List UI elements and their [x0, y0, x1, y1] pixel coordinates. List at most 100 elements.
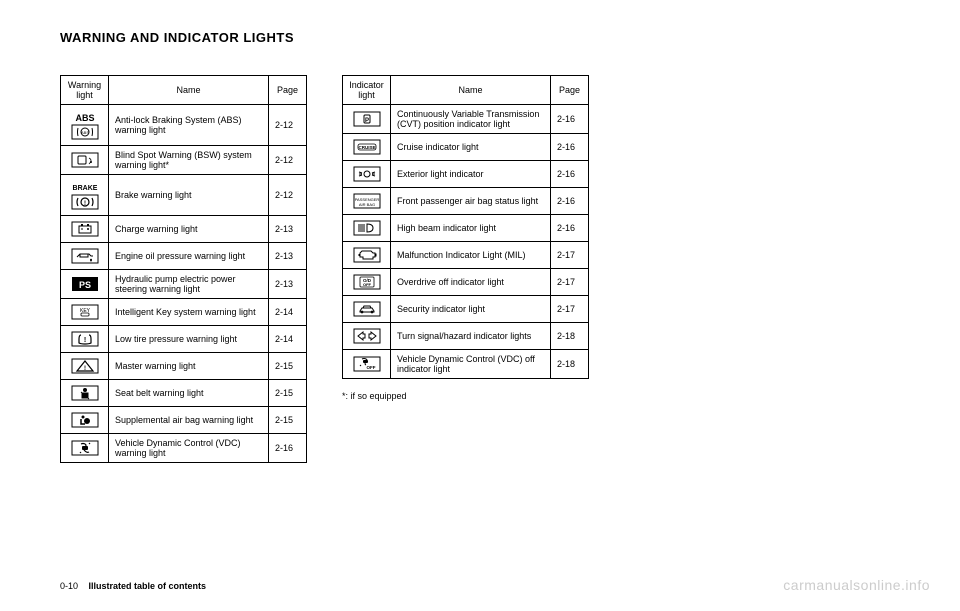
brake-icon: BRAKE !	[61, 175, 109, 216]
indicator-header-light: Indicator light	[343, 76, 391, 105]
light-name: Vehicle Dynamic Control (VDC) off indica…	[391, 350, 551, 379]
light-page: 2-17	[551, 242, 589, 269]
footnote: *: if so equipped	[342, 391, 589, 401]
svg-text:OFF: OFF	[366, 365, 375, 370]
light-name: Front passenger air bag status light	[391, 188, 551, 215]
table-row: Seat belt warning light2-15	[61, 380, 307, 407]
light-name: Seat belt warning light	[109, 380, 269, 407]
light-page: 2-15	[269, 407, 307, 434]
key-icon: KEY	[61, 299, 109, 326]
right-column: Indicator light Name Page P Continuously …	[342, 75, 589, 401]
light-page: 2-14	[269, 299, 307, 326]
table-row: BRAKE ! Brake warning light2-12	[61, 175, 307, 216]
light-page: 2-18	[551, 323, 589, 350]
light-page: 2-13	[269, 270, 307, 299]
table-row: CRUISE Cruise indicator light2-16	[343, 134, 589, 161]
light-name: Master warning light	[109, 353, 269, 380]
tire-icon: !	[61, 326, 109, 353]
light-page: 2-15	[269, 353, 307, 380]
light-page: 2-16	[551, 105, 589, 134]
table-row: PS Hydraulic pump electric power steering…	[61, 270, 307, 299]
turn-icon	[343, 323, 391, 350]
passenger-icon: PASSENGERAIR BAG	[343, 188, 391, 215]
svg-text:ABS: ABS	[75, 113, 94, 123]
light-name: Blind Spot Warning (BSW) system warning …	[109, 146, 269, 175]
light-page: 2-16	[551, 134, 589, 161]
battery-icon	[61, 216, 109, 243]
table-row: High beam indicator light2-16	[343, 215, 589, 242]
svg-text:!: !	[84, 201, 86, 207]
table-row: ! Low tire pressure warning light2-14	[61, 326, 307, 353]
light-name: Exterior light indicator	[391, 161, 551, 188]
svg-text:P: P	[364, 118, 368, 124]
light-page: 2-16	[551, 188, 589, 215]
light-name: Hydraulic pump electric power steering w…	[109, 270, 269, 299]
table-row: Supplemental air bag warning light2-15	[61, 407, 307, 434]
bsw-icon	[61, 146, 109, 175]
footer-section-title: Illustrated table of contents	[89, 581, 207, 591]
light-page: 2-18	[551, 350, 589, 379]
svg-text:!: !	[83, 337, 85, 344]
indicator-header-page: Page	[551, 76, 589, 105]
vdc-icon	[61, 434, 109, 463]
light-name: Intelligent Key system warning light	[109, 299, 269, 326]
light-name: Vehicle Dynamic Control (VDC) warning li…	[109, 434, 269, 463]
warning-header-page: Page	[269, 76, 307, 105]
indicator-header-name: Name	[391, 76, 551, 105]
warning-header-name: Name	[109, 76, 269, 105]
light-page: 2-17	[551, 296, 589, 323]
table-row: Security indicator light2-17	[343, 296, 589, 323]
light-page: 2-12	[269, 146, 307, 175]
light-name: Engine oil pressure warning light	[109, 243, 269, 270]
table-row: P Continuously Variable Transmission (CVT…	[343, 105, 589, 134]
light-name: Continuously Variable Transmission (CVT)…	[391, 105, 551, 134]
page-footer: 0-10 Illustrated table of contents	[60, 581, 206, 591]
svg-text:OFF: OFF	[363, 282, 372, 287]
light-name: Turn signal/hazard indicator lights	[391, 323, 551, 350]
airbag-icon	[61, 407, 109, 434]
light-name: Malfunction Indicator Light (MIL)	[391, 242, 551, 269]
svg-text:BRAKE: BRAKE	[72, 185, 97, 192]
table-row: Charge warning light2-13	[61, 216, 307, 243]
light-page: 2-14	[269, 326, 307, 353]
cruise-icon: CRUISE	[343, 134, 391, 161]
svg-text:CRUISE: CRUISE	[358, 145, 375, 150]
footer-page-number: 0-10	[60, 581, 78, 591]
table-row: OFF Vehicle Dynamic Control (VDC) off ind…	[343, 350, 589, 379]
svg-text:ABS: ABS	[80, 130, 88, 135]
light-name: Low tire pressure warning light	[109, 326, 269, 353]
light-name: Overdrive off indicator light	[391, 269, 551, 296]
indicator-lights-table: Indicator light Name Page P Continuously …	[342, 75, 589, 379]
light-name: Anti-lock Braking System (ABS) warning l…	[109, 105, 269, 146]
vdcoff-icon: OFF	[343, 350, 391, 379]
light-page: 2-16	[269, 434, 307, 463]
light-page: 2-13	[269, 216, 307, 243]
odoff-icon: O/DOFF	[343, 269, 391, 296]
table-row: Turn signal/hazard indicator lights2-18	[343, 323, 589, 350]
light-name: Charge warning light	[109, 216, 269, 243]
light-name: Brake warning light	[109, 175, 269, 216]
light-name: High beam indicator light	[391, 215, 551, 242]
table-row: PASSENGERAIR BAGFront passenger air bag …	[343, 188, 589, 215]
table-row: Exterior light indicator2-16	[343, 161, 589, 188]
warning-lights-table: Warning light Name Page ABS ABS Anti-loc…	[60, 75, 307, 463]
light-name: Security indicator light	[391, 296, 551, 323]
light-page: 2-17	[551, 269, 589, 296]
highbeam-icon	[343, 215, 391, 242]
oil-icon	[61, 243, 109, 270]
seatbelt-icon	[61, 380, 109, 407]
table-row: Engine oil pressure warning light2-13	[61, 243, 307, 270]
master-icon: !	[61, 353, 109, 380]
table-row: Malfunction Indicator Light (MIL)2-17	[343, 242, 589, 269]
table-row: !Master warning light2-15	[61, 353, 307, 380]
extlight-icon	[343, 161, 391, 188]
light-name: Cruise indicator light	[391, 134, 551, 161]
svg-text:AIR BAG: AIR BAG	[358, 202, 374, 207]
table-row: ABS ABS Anti-lock Braking System (ABS) w…	[61, 105, 307, 146]
table-row: O/DOFFOverdrive off indicator light2-17	[343, 269, 589, 296]
light-page: 2-16	[551, 215, 589, 242]
abs-icon: ABS ABS	[61, 105, 109, 146]
table-row: Blind Spot Warning (BSW) system warning …	[61, 146, 307, 175]
light-page: 2-16	[551, 161, 589, 188]
svg-text:PS: PS	[78, 280, 90, 290]
